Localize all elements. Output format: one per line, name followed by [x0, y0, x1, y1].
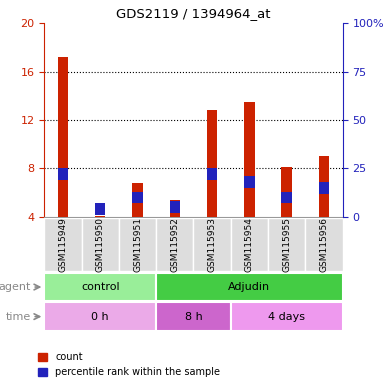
Title: GDS2119 / 1394964_at: GDS2119 / 1394964_at	[116, 7, 271, 20]
Legend: count, percentile rank within the sample: count, percentile rank within the sample	[38, 353, 220, 377]
FancyBboxPatch shape	[156, 218, 194, 271]
Bar	[132, 192, 143, 204]
Bar	[95, 216, 105, 217]
Bar	[319, 156, 329, 217]
Bar	[169, 200, 180, 217]
Text: agent: agent	[0, 282, 31, 292]
Text: GSM115954: GSM115954	[245, 217, 254, 271]
Bar	[281, 192, 292, 204]
FancyBboxPatch shape	[305, 218, 343, 271]
Bar	[58, 57, 68, 217]
Bar	[281, 167, 292, 217]
Text: 8 h: 8 h	[184, 311, 203, 322]
Text: Adjudin: Adjudin	[228, 282, 271, 292]
Bar	[169, 202, 180, 213]
FancyBboxPatch shape	[44, 302, 156, 331]
Text: GSM115950: GSM115950	[96, 217, 105, 272]
Text: 0 h: 0 h	[91, 311, 109, 322]
Text: GSM115951: GSM115951	[133, 217, 142, 272]
Text: GSM115955: GSM115955	[282, 217, 291, 272]
Text: GSM115953: GSM115953	[208, 217, 217, 272]
FancyBboxPatch shape	[194, 218, 231, 271]
Text: 4 days: 4 days	[268, 311, 305, 322]
Text: GSM115956: GSM115956	[320, 217, 328, 272]
FancyBboxPatch shape	[82, 218, 119, 271]
FancyBboxPatch shape	[268, 218, 305, 271]
FancyBboxPatch shape	[44, 273, 156, 301]
Text: control: control	[81, 282, 119, 292]
Text: time: time	[6, 311, 31, 322]
Bar	[132, 183, 143, 217]
Bar	[58, 169, 68, 180]
Text: GSM115952: GSM115952	[170, 217, 179, 271]
FancyBboxPatch shape	[119, 218, 156, 271]
Bar	[207, 110, 218, 217]
FancyBboxPatch shape	[231, 302, 343, 331]
Bar	[207, 169, 218, 180]
Bar	[244, 176, 254, 188]
Bar	[95, 204, 105, 215]
FancyBboxPatch shape	[156, 273, 343, 301]
FancyBboxPatch shape	[231, 218, 268, 271]
Bar	[319, 182, 329, 194]
FancyBboxPatch shape	[44, 218, 82, 271]
Bar	[244, 102, 254, 217]
Text: GSM115949: GSM115949	[59, 217, 67, 271]
FancyBboxPatch shape	[156, 302, 231, 331]
